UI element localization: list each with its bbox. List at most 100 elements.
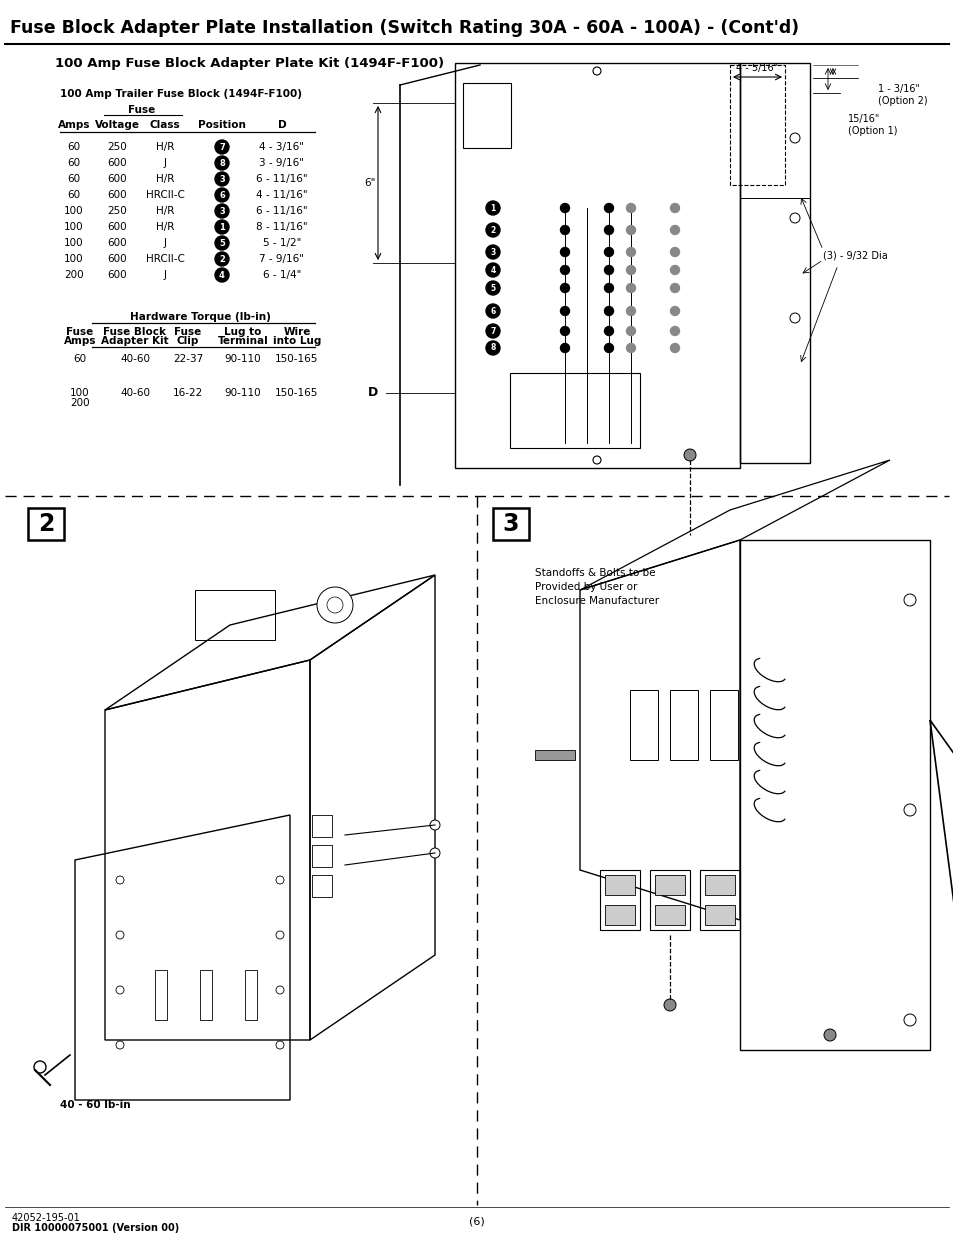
Text: J: J <box>163 270 167 280</box>
Text: 200: 200 <box>64 270 84 280</box>
Text: 4: 4 <box>490 266 496 274</box>
Circle shape <box>485 341 499 354</box>
Circle shape <box>604 266 613 274</box>
Text: Amps: Amps <box>58 120 91 130</box>
Text: 6 - 11/16": 6 - 11/16" <box>256 174 308 184</box>
Text: Hardware Torque (lb-in): Hardware Torque (lb-in) <box>130 312 270 322</box>
Circle shape <box>214 236 229 249</box>
Bar <box>669 690 698 760</box>
Bar <box>604 876 635 895</box>
Circle shape <box>560 284 569 293</box>
Circle shape <box>485 304 499 317</box>
Text: 15/16"
(Option 1): 15/16" (Option 1) <box>847 114 897 136</box>
Text: 3: 3 <box>502 513 518 536</box>
Circle shape <box>214 268 229 282</box>
Text: Fuse: Fuse <box>67 327 93 337</box>
Circle shape <box>116 931 124 939</box>
Text: (6): (6) <box>469 1216 484 1228</box>
Circle shape <box>593 67 600 75</box>
Text: Fuse Block Adapter Plate Installation (Switch Rating 30A - 60A - 100A) - (Cont'd: Fuse Block Adapter Plate Installation (S… <box>10 19 799 37</box>
Circle shape <box>275 876 284 884</box>
Circle shape <box>903 594 915 606</box>
Circle shape <box>560 204 569 212</box>
Text: 4: 4 <box>219 270 225 279</box>
Circle shape <box>604 306 613 315</box>
Circle shape <box>214 156 229 170</box>
Text: 42052-195-01: 42052-195-01 <box>12 1213 81 1223</box>
Text: HRCII-C: HRCII-C <box>146 190 184 200</box>
Text: 7 - 9/16": 7 - 9/16" <box>259 254 304 264</box>
Text: Adapter Kit: Adapter Kit <box>101 336 169 346</box>
Circle shape <box>214 188 229 203</box>
Text: 6 - 1/4": 6 - 1/4" <box>262 270 301 280</box>
Text: Position: Position <box>198 120 246 130</box>
Text: 100: 100 <box>71 388 90 398</box>
Circle shape <box>593 456 600 464</box>
Bar <box>312 845 332 867</box>
Text: 60: 60 <box>68 142 80 152</box>
Text: 100: 100 <box>64 254 84 264</box>
Bar <box>28 508 64 540</box>
Text: Clip: Clip <box>176 336 199 346</box>
Text: Voltage: Voltage <box>94 120 139 130</box>
Text: 2: 2 <box>38 513 54 536</box>
Bar <box>245 969 256 1020</box>
Text: 60: 60 <box>73 354 87 364</box>
Bar <box>312 815 332 837</box>
Circle shape <box>560 326 569 336</box>
Text: 7: 7 <box>490 326 496 336</box>
Circle shape <box>670 326 679 336</box>
Text: Terminal: Terminal <box>217 336 268 346</box>
Circle shape <box>316 587 353 622</box>
Circle shape <box>789 133 800 143</box>
Text: 60: 60 <box>68 190 80 200</box>
Text: 1: 1 <box>219 222 225 231</box>
Text: 8: 8 <box>490 343 496 352</box>
Circle shape <box>604 284 613 293</box>
Text: J: J <box>163 238 167 248</box>
Bar <box>535 750 575 760</box>
Circle shape <box>604 226 613 235</box>
Circle shape <box>626 247 635 257</box>
Text: 3: 3 <box>490 247 496 257</box>
Text: 16-22: 16-22 <box>172 388 203 398</box>
Circle shape <box>560 306 569 315</box>
Bar <box>700 869 740 930</box>
Bar <box>0 0 953 46</box>
Circle shape <box>485 263 499 277</box>
Circle shape <box>485 324 499 338</box>
Circle shape <box>789 312 800 324</box>
Text: 100 Amp Fuse Block Adapter Plate Kit (1494F-F100): 100 Amp Fuse Block Adapter Plate Kit (14… <box>55 57 444 69</box>
Circle shape <box>670 226 679 235</box>
Text: 100: 100 <box>64 238 84 248</box>
Bar <box>493 508 529 540</box>
Text: 60: 60 <box>68 174 80 184</box>
Circle shape <box>823 1029 835 1041</box>
Circle shape <box>789 212 800 224</box>
Text: 5: 5 <box>490 284 495 293</box>
Circle shape <box>214 204 229 219</box>
Text: Lug to: Lug to <box>224 327 261 337</box>
Text: 600: 600 <box>107 222 127 232</box>
Circle shape <box>214 140 229 154</box>
Circle shape <box>626 266 635 274</box>
Circle shape <box>485 224 499 237</box>
Bar <box>629 690 658 760</box>
Circle shape <box>670 247 679 257</box>
Text: 7: 7 <box>219 142 225 152</box>
Text: 3 - 9/16": 3 - 9/16" <box>259 158 304 168</box>
Circle shape <box>214 172 229 186</box>
Circle shape <box>116 986 124 994</box>
Text: Wire: Wire <box>283 327 311 337</box>
Text: 6": 6" <box>364 178 375 188</box>
Text: 6: 6 <box>490 306 496 315</box>
Text: 3: 3 <box>219 206 225 215</box>
Circle shape <box>626 343 635 352</box>
Circle shape <box>560 226 569 235</box>
Circle shape <box>670 306 679 315</box>
Circle shape <box>626 326 635 336</box>
Circle shape <box>275 931 284 939</box>
Text: 250: 250 <box>107 142 127 152</box>
Circle shape <box>604 247 613 257</box>
Circle shape <box>485 201 499 215</box>
